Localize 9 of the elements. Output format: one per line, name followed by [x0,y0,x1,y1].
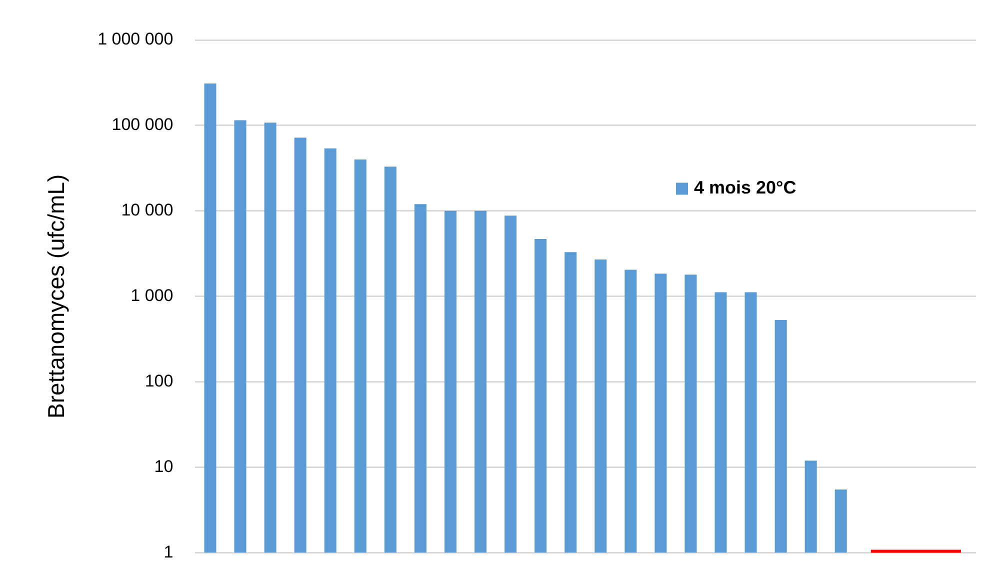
y-axis-title: Brettanomyces (ufc/mL) [43,174,70,418]
y-tick-label: 100 000 [112,115,174,134]
y-tick-label: 1 000 [130,286,174,306]
y-tick-label: 10 [154,457,174,476]
y-tick-label: 10 000 [121,200,174,220]
y-tick-label: 100 [144,372,174,391]
y-tick-label: 1 [164,542,174,562]
y-tick-label: 1 000 000 [98,30,174,49]
legend-label: 4 mois 20°C [694,178,796,198]
